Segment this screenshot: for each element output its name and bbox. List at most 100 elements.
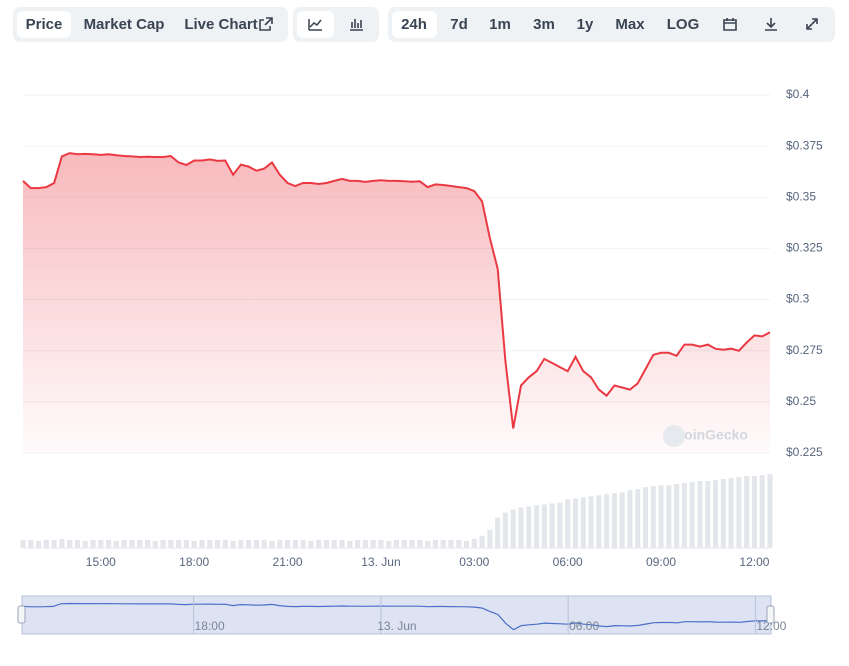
volume-bar	[697, 481, 703, 548]
y-tick-label: $0.225	[786, 445, 823, 459]
volume-bar	[619, 492, 625, 548]
x-tick-label: 12:00	[739, 555, 769, 569]
volume-bar	[627, 490, 633, 548]
volume-bar	[596, 495, 602, 548]
volume-bar	[43, 539, 49, 548]
volume-bar	[316, 539, 322, 548]
watermark: CoinGecko	[674, 427, 748, 443]
volume-bar	[261, 539, 267, 548]
y-tick-label: $0.25	[786, 394, 816, 408]
tab[interactable]: Market Cap	[84, 16, 165, 33]
volume-bar	[137, 539, 143, 548]
volume-bar	[580, 497, 586, 548]
volume-bar	[20, 539, 26, 548]
volume-bar	[541, 504, 547, 548]
volume-bar	[526, 506, 532, 548]
navigator[interactable]	[21, 595, 772, 635]
volume-bar	[331, 539, 337, 548]
volume-bar	[339, 539, 345, 548]
volume-bar	[277, 539, 283, 548]
volume-bar	[565, 499, 571, 548]
navigator-line	[21, 602, 772, 631]
y-tick-label: $0.4	[786, 87, 810, 101]
range[interactable]: 7d	[450, 16, 468, 33]
range[interactable]: 1y	[577, 16, 594, 33]
navigator-label: 06:00	[569, 619, 599, 633]
volume-bar	[471, 538, 477, 548]
x-tick-label: 06:00	[553, 555, 583, 569]
volume-bar	[59, 538, 65, 548]
price-line	[22, 152, 771, 429]
log-button[interactable]: LOG	[667, 16, 700, 33]
volume-bar	[464, 540, 470, 548]
volume-bar	[362, 539, 368, 548]
volume-bar	[557, 502, 563, 548]
volume-bar	[448, 539, 454, 548]
navigator-label: 12:00	[756, 619, 786, 633]
tab[interactable]: Price	[26, 16, 63, 33]
volume-bar	[643, 487, 648, 548]
volume-bar	[635, 489, 641, 548]
y-tick-label: $0.35	[786, 189, 816, 203]
volume-bar	[28, 539, 34, 548]
fullscreen-icon[interactable]	[806, 18, 818, 30]
line-icon	[308, 19, 322, 31]
volume-bar	[191, 540, 197, 548]
volume-bar	[222, 539, 228, 548]
x-tick-label: 13. Jun	[361, 555, 400, 569]
volume-bar	[98, 539, 104, 548]
volume-bar	[650, 486, 656, 548]
volume-bar	[534, 505, 540, 548]
candle-icon[interactable]	[350, 19, 363, 31]
volume-bar	[386, 540, 392, 548]
volume-bar	[74, 539, 80, 548]
volume-bar	[199, 539, 205, 548]
watermark-logo	[663, 425, 685, 447]
tab-group	[13, 7, 288, 42]
volume-bar	[417, 539, 423, 548]
range[interactable]: Max	[615, 16, 645, 33]
volume-bar	[588, 496, 594, 548]
navigator-label: 18:00	[195, 619, 225, 633]
y-tick-label: $0.275	[786, 343, 823, 357]
volume-bar	[409, 539, 415, 548]
volume-bar	[238, 539, 244, 548]
volume-bar	[658, 485, 664, 548]
volume-bar	[285, 539, 291, 548]
volume-bar	[323, 539, 329, 548]
volume-bar	[549, 503, 555, 548]
volume-bar	[121, 539, 127, 548]
range[interactable]: 3m	[533, 16, 555, 33]
volume-bar	[510, 509, 516, 548]
y-tick-label: $0.375	[786, 138, 823, 152]
volume-bar	[36, 540, 42, 548]
range-group	[388, 7, 835, 42]
tab-active[interactable]	[17, 11, 71, 38]
volume-bar	[440, 539, 446, 548]
volume-bar	[767, 474, 773, 548]
navigator-handle[interactable]	[17, 605, 26, 624]
volume-bar	[681, 483, 687, 548]
volume-bar	[720, 479, 726, 548]
calendar-icon[interactable]	[723, 18, 737, 31]
volume-bar	[308, 540, 314, 548]
range-active[interactable]	[392, 11, 437, 38]
volume-bar	[394, 539, 399, 548]
volume-bar	[456, 539, 462, 548]
volume-bar	[183, 539, 189, 548]
volume-bar	[736, 477, 742, 548]
volume-bar	[705, 481, 711, 548]
download-icon[interactable]	[765, 18, 777, 31]
x-tick-label: 15:00	[86, 555, 116, 569]
volume-bar	[246, 539, 252, 548]
range[interactable]: 24h	[401, 16, 427, 33]
volume-bar	[51, 539, 57, 548]
navigator-handle[interactable]	[766, 605, 775, 624]
tab[interactable]: Live Chart	[184, 16, 257, 33]
volume-bar	[495, 517, 501, 548]
range[interactable]: 1m	[489, 16, 511, 33]
volume-bar	[744, 476, 750, 548]
volume-bar	[253, 539, 259, 548]
